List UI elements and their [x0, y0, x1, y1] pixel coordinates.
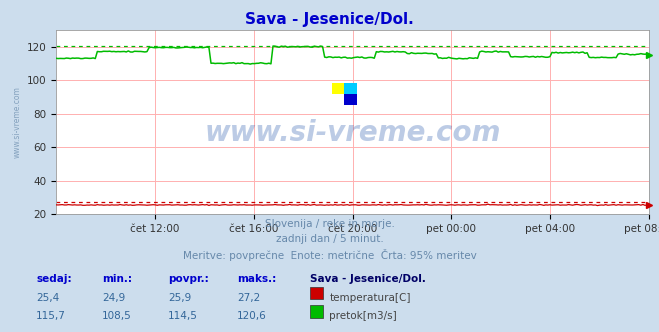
Text: povpr.:: povpr.:: [168, 274, 209, 284]
Text: 115,7: 115,7: [36, 311, 66, 321]
Text: 25,9: 25,9: [168, 293, 191, 303]
Text: pretok[m3/s]: pretok[m3/s]: [330, 311, 397, 321]
Text: maks.:: maks.:: [237, 274, 277, 284]
Text: www.si-vreme.com: www.si-vreme.com: [13, 86, 22, 158]
Bar: [332, 83, 345, 94]
Text: 25,4: 25,4: [36, 293, 59, 303]
Text: 114,5: 114,5: [168, 311, 198, 321]
Text: 24,9: 24,9: [102, 293, 125, 303]
Text: sedaj:: sedaj:: [36, 274, 72, 284]
Text: Meritve: povprečne  Enote: metrične  Črta: 95% meritev: Meritve: povprečne Enote: metrične Črta:…: [183, 249, 476, 261]
Text: temperatura[C]: temperatura[C]: [330, 293, 411, 303]
Text: min.:: min.:: [102, 274, 132, 284]
Text: 120,6: 120,6: [237, 311, 267, 321]
Text: Slovenija / reke in morje.: Slovenija / reke in morje.: [264, 219, 395, 229]
Bar: [332, 94, 345, 106]
Bar: [345, 83, 357, 94]
Text: zadnji dan / 5 minut.: zadnji dan / 5 minut.: [275, 234, 384, 244]
Text: www.si-vreme.com: www.si-vreme.com: [204, 119, 501, 147]
Bar: [345, 94, 357, 106]
Text: 108,5: 108,5: [102, 311, 132, 321]
Text: Sava - Jesenice/Dol.: Sava - Jesenice/Dol.: [310, 274, 426, 284]
Text: Sava - Jesenice/Dol.: Sava - Jesenice/Dol.: [245, 12, 414, 27]
Text: 27,2: 27,2: [237, 293, 260, 303]
